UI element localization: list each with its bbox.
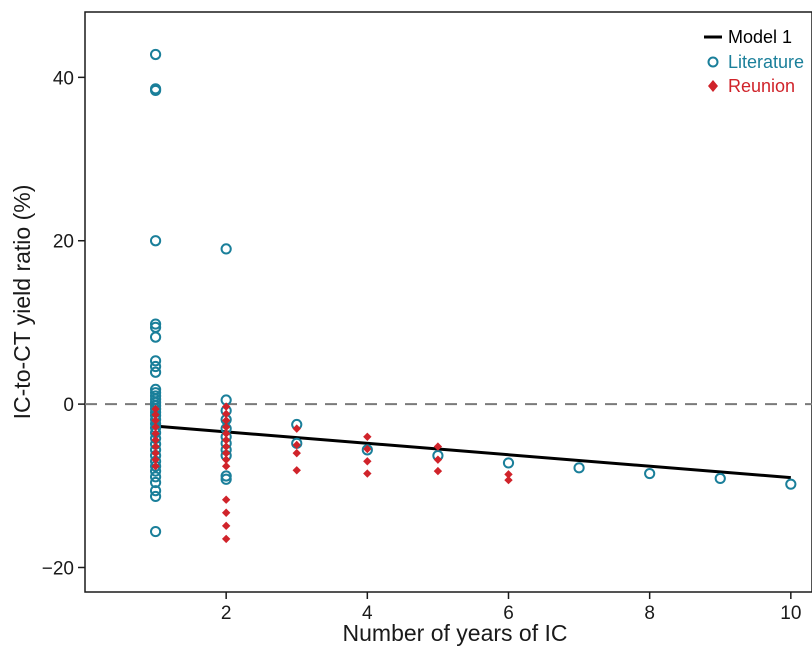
literature-point (149, 490, 162, 503)
y-tick-label: 40 (53, 68, 74, 89)
y-tick-label: 0 (63, 395, 74, 416)
y-tick-label: −20 (42, 558, 74, 579)
literature-point (220, 470, 232, 482)
reunion-point (221, 534, 231, 544)
reunion-point (151, 461, 160, 471)
literature-point (149, 355, 162, 367)
reunion-point (221, 442, 231, 451)
reunion-point (433, 455, 443, 464)
y-tick-label: 20 (53, 232, 74, 253)
legend-reunion-swatch (708, 80, 718, 92)
legend-label-literature: Literature (728, 52, 804, 72)
literature-point (149, 48, 162, 61)
reunion-point (151, 448, 160, 458)
reunion-point (221, 402, 231, 411)
literature-point (714, 472, 726, 485)
literature-point (573, 462, 585, 474)
literature-point (149, 318, 162, 330)
literature-point (149, 84, 162, 97)
x-tick-label: 4 (362, 603, 373, 624)
literature-point (220, 243, 232, 255)
reunion-point (363, 457, 372, 466)
literature-point (149, 485, 162, 497)
literature-point (149, 525, 162, 538)
axis-ticks: 2 4 6 8 10 −20 0 20 40 (42, 68, 802, 624)
x-axis-title: Number of years of IC (343, 620, 568, 646)
reunion-point (292, 424, 301, 433)
literature-point (149, 471, 162, 483)
reunion-point (151, 435, 160, 445)
literature-points (149, 48, 797, 538)
x-tick-label: 10 (780, 603, 801, 624)
literature-point (149, 476, 162, 489)
reunion-point (504, 475, 513, 485)
reunion-point (433, 442, 443, 451)
reunion-point (292, 448, 301, 458)
reunion-point (292, 466, 301, 475)
x-tick-label: 6 (503, 603, 514, 624)
reunion-point (151, 455, 160, 464)
legend-literature-swatch (707, 56, 719, 68)
reunion-point (363, 444, 372, 454)
x-tick-label: 2 (221, 603, 232, 624)
plot-frame (84, 11, 812, 593)
reunion-point (221, 508, 231, 517)
reunion-point (151, 442, 160, 451)
legend-label-model: Model 1 (728, 27, 792, 47)
reunion-point (151, 422, 160, 432)
reunion-point (221, 435, 231, 445)
reunion-point (151, 429, 160, 438)
literature-point (149, 235, 162, 247)
reunion-point (221, 448, 231, 458)
reunion-point (221, 416, 231, 425)
model-1-line (155, 424, 791, 480)
y-axis-title: IC-to-CT yield ratio (%) (9, 185, 35, 420)
reunion-point (151, 416, 160, 425)
legend-label-reunion: Reunion (728, 76, 795, 96)
reunion-points (151, 402, 513, 544)
literature-point (149, 331, 162, 343)
reunion-point (221, 461, 231, 471)
literature-point (644, 467, 656, 480)
literature-point (502, 457, 515, 469)
reunion-point (433, 466, 443, 476)
model-line-layer (155, 424, 791, 480)
reunion-point (151, 410, 160, 419)
reunion-point (221, 429, 231, 438)
reunion-point (221, 521, 231, 531)
x-tick-label: 8 (644, 603, 655, 624)
reunion-point (221, 409, 231, 419)
reunion-point (504, 470, 513, 479)
reunion-point (221, 455, 231, 464)
literature-point (785, 478, 797, 490)
reunion-point (151, 404, 160, 414)
literature-point (220, 473, 232, 485)
literature-point (149, 360, 162, 373)
legend: Model 1 Literature Reunion (704, 27, 804, 96)
reunion-point (221, 422, 231, 432)
reunion-point (292, 440, 301, 450)
reunion-point (363, 469, 372, 478)
literature-point (149, 366, 162, 378)
reunion-point (363, 432, 372, 441)
reunion-point (221, 495, 231, 504)
